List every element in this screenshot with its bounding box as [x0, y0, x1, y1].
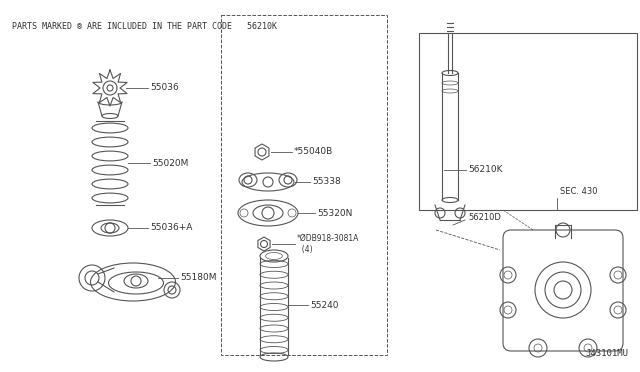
Text: 55338: 55338: [312, 177, 340, 186]
Text: 55036+A: 55036+A: [150, 224, 193, 232]
Text: 56210K: 56210K: [468, 166, 502, 174]
Bar: [221, 15, 387, 355]
Text: *ØDB918-3081A
  (4): *ØDB918-3081A (4): [297, 234, 360, 254]
Text: SEC. 430: SEC. 430: [560, 187, 598, 196]
Text: 55036: 55036: [150, 83, 179, 93]
Text: J43101MU: J43101MU: [585, 349, 628, 358]
Text: 55240: 55240: [310, 301, 339, 310]
Text: 55320N: 55320N: [317, 208, 353, 218]
Text: PARTS MARKED ® ARE INCLUDED IN THE PART CODE   56210K: PARTS MARKED ® ARE INCLUDED IN THE PART …: [12, 22, 277, 31]
Text: *55040B: *55040B: [294, 148, 333, 157]
Text: 55020M: 55020M: [152, 158, 188, 167]
Bar: [419, 33, 637, 210]
Text: 56210D: 56210D: [468, 214, 501, 222]
Text: 55180M: 55180M: [180, 273, 216, 282]
